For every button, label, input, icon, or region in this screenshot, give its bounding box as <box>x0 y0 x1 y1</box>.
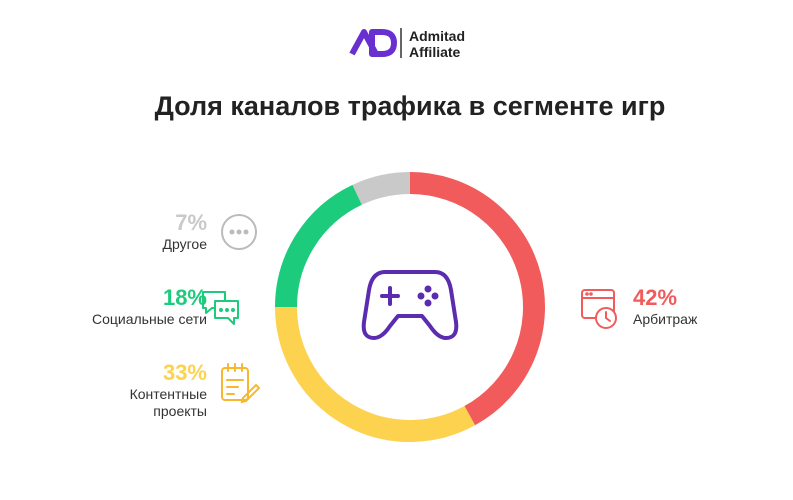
content-icon <box>221 363 261 404</box>
other-icon <box>221 214 257 250</box>
logo-text: Affiliate <box>409 44 461 60</box>
legend-label: Контентные проекты <box>129 386 207 419</box>
chart-title: Доля каналов трафика в сегменте игр <box>155 91 666 121</box>
arbitrage-icon <box>581 289 617 329</box>
legend-label: Социальные сети <box>91 311 207 327</box>
social-icon <box>202 291 239 325</box>
legend-label: Другое <box>162 236 207 252</box>
logo-mark <box>349 29 397 57</box>
donut-segment <box>409 172 545 426</box>
value-label: 42% <box>633 285 678 310</box>
value-label: 33% <box>162 360 207 385</box>
donut-segment <box>275 184 363 308</box>
logo-text: Admitad <box>409 28 465 44</box>
donut <box>275 172 545 442</box>
donut-segment <box>352 172 411 205</box>
gamepad-icon <box>361 270 459 340</box>
value-label: 18% <box>162 285 207 310</box>
value-label: 7% <box>175 210 207 235</box>
legend-label: Арбитраж <box>633 311 698 327</box>
donut-segment <box>275 306 476 442</box>
